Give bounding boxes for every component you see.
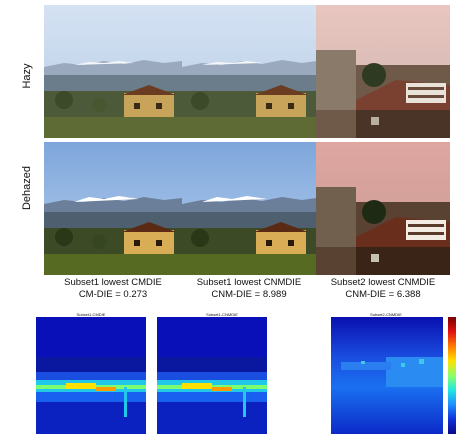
caption-column-3-line-2: CNM-DIE = 6.388 [345,289,421,300]
map-title-1: Subset1-CMDIE [76,312,106,317]
hazy-landscape-photo-1 [44,5,182,138]
caption-column-2: Subset1 lowest CNMDIE CNM-DIE = 8.989 [179,277,319,301]
caption-column-1: Subset1 lowest CMDIE CM-DIE = 0.273 [43,277,183,301]
dehazed-landscape-photo-2 [182,142,316,275]
caption-column-3-line-1: Subset2 lowest CNMDIE [330,277,436,288]
map-title-3: Subset2-CNMDIE [370,312,402,317]
error-map-3 [331,317,443,434]
caption-column-3: Subset2 lowest CNMDIE CNM-DIE = 6.388 [313,277,453,301]
row-label-dehazed: Dehazed [21,165,33,211]
hazy-town-photo [316,5,450,138]
hazy-landscape-photo-2 [182,5,316,138]
dehazed-landscape-photo-1 [44,142,182,275]
error-map-2 [157,317,267,434]
caption-column-2-line-1: Subset1 lowest CNMDIE [196,277,302,288]
colorbar [448,317,456,434]
caption-column-2-line-2: CNM-DIE = 8.989 [211,289,287,300]
error-map-1 [36,317,146,434]
caption-column-1-line-1: Subset1 lowest CMDIE [64,277,162,288]
map-title-2: Subset1-CNMDIE [206,312,238,317]
row-label-hazy: Hazy [21,63,33,89]
dehazed-town-photo [316,142,450,275]
caption-column-1-line-2: CM-DIE = 0.273 [78,289,148,300]
